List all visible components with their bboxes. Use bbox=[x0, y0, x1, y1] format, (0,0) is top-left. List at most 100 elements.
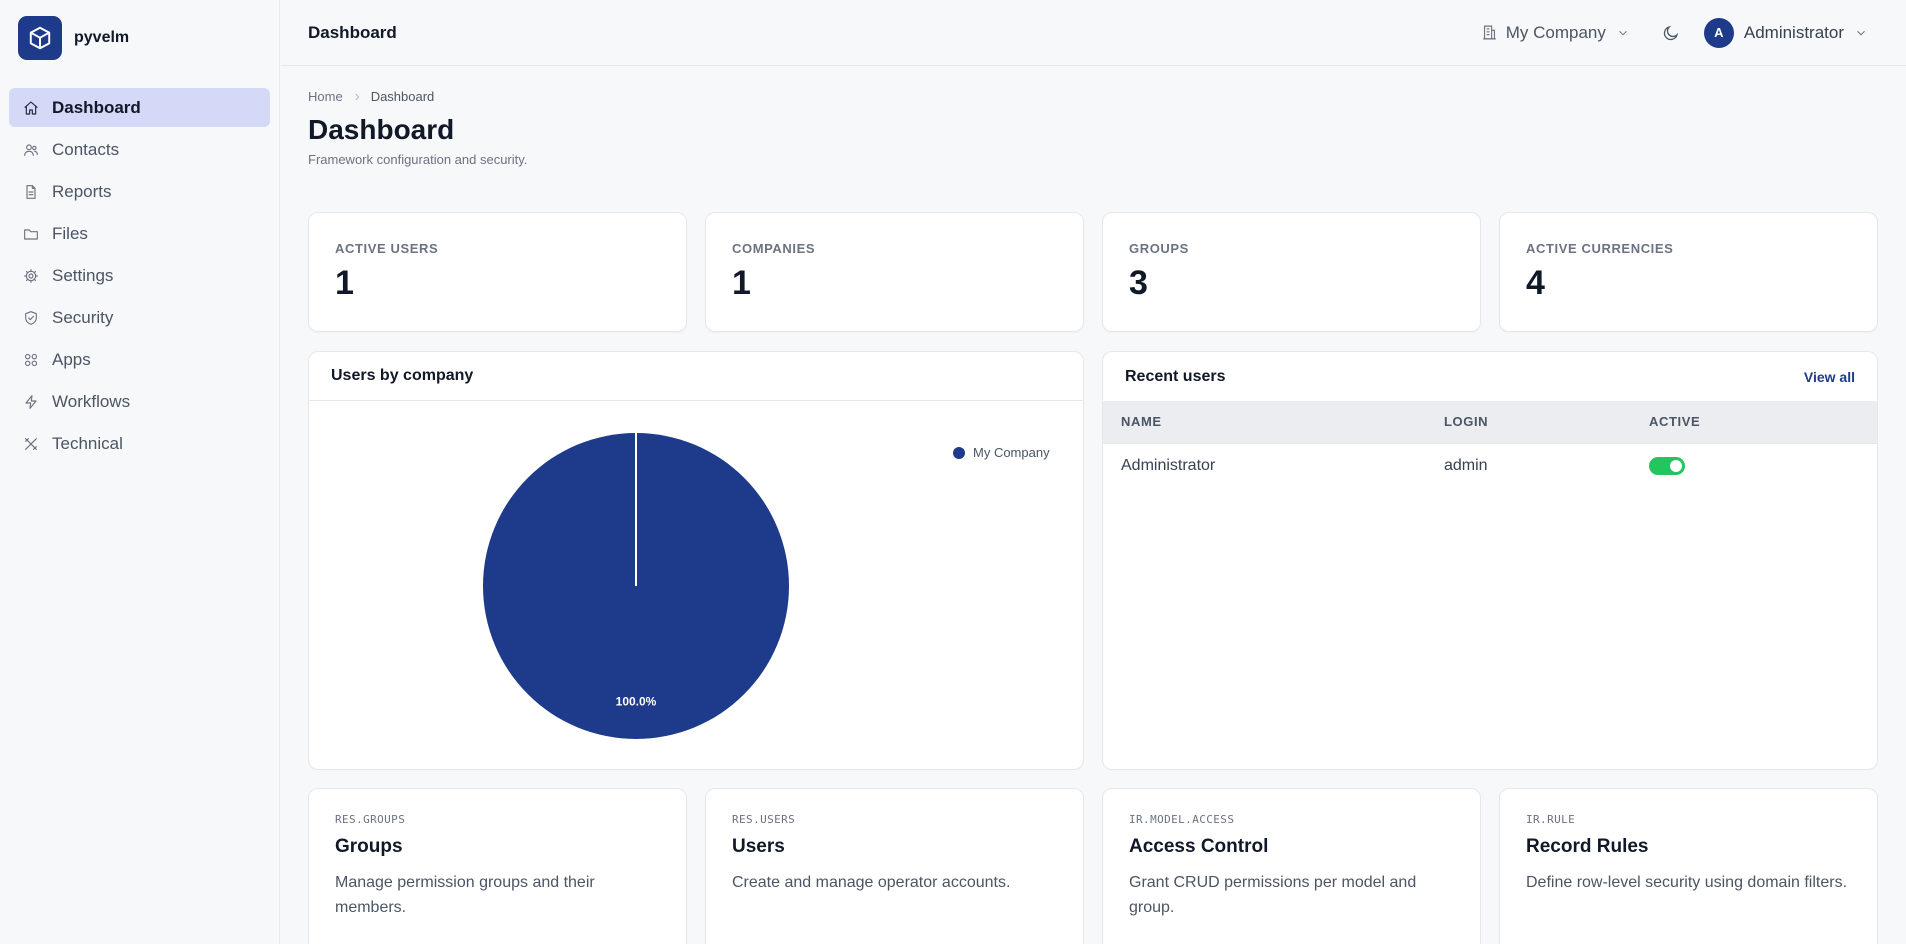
sidebar-item-apps[interactable]: Apps bbox=[9, 340, 270, 379]
main-content: Home Dashboard Dashboard Framework confi… bbox=[308, 66, 1878, 944]
panel-title: Recent users bbox=[1125, 367, 1226, 385]
model-card-users[interactable]: RES.USERS Users Create and manage operat… bbox=[705, 788, 1084, 944]
shield-icon bbox=[22, 309, 40, 327]
table-row[interactable]: Administrator admin bbox=[1103, 443, 1877, 489]
model-card-groups[interactable]: RES.GROUPS Groups Manage permission grou… bbox=[308, 788, 687, 944]
legend-marker[interactable] bbox=[953, 447, 965, 459]
legend-label[interactable]: My Company bbox=[973, 445, 1050, 460]
file-text-icon bbox=[22, 183, 40, 201]
stat-card-active-currencies: ACTIVE CURRENCIES 4 bbox=[1499, 212, 1878, 332]
sidebar-item-label: Security bbox=[52, 307, 114, 327]
sidebar-item-label: Contacts bbox=[52, 139, 120, 159]
column-header-login[interactable]: LOGIN bbox=[1444, 401, 1649, 444]
model-code: RES.GROUPS bbox=[335, 813, 406, 826]
chevron-down-icon bbox=[1619, 30, 1627, 35]
panel-title: Users by company bbox=[331, 367, 474, 384]
model-title: Record Rules bbox=[1526, 836, 1649, 857]
panel-header: Recent users View all bbox=[1103, 352, 1877, 401]
stat-value: 3 bbox=[1129, 264, 1148, 302]
building-icon bbox=[1482, 25, 1496, 40]
sidebar-nav: Dashboard Contacts Reports Files Setting… bbox=[0, 76, 279, 463]
model-title: Access Control bbox=[1129, 836, 1269, 857]
panel-header: Users by company bbox=[309, 352, 1083, 401]
cell-active bbox=[1649, 443, 1877, 489]
stat-value: 1 bbox=[732, 264, 751, 302]
model-card-record-rules[interactable]: IR.RULE Record Rules Define row-level se… bbox=[1499, 788, 1878, 944]
breadcrumb: Home Dashboard bbox=[308, 89, 1878, 104]
recent-users-table: NAME LOGIN ACTIVE Administrator admin bbox=[1103, 401, 1877, 489]
breadcrumb-current: Dashboard bbox=[370, 89, 435, 104]
user-name: Administrator bbox=[1743, 22, 1844, 42]
sidebar-item-dashboard[interactable]: Dashboard bbox=[9, 88, 270, 127]
stat-value: 1 bbox=[335, 264, 354, 302]
home-icon bbox=[22, 99, 40, 117]
sidebar: pyvelm Dashboard Contacts Reports Files … bbox=[0, 0, 280, 944]
stats-row: ACTIVE USERS 1 COMPANIES 1 GROUPS 3 ACTI… bbox=[308, 212, 1878, 332]
model-description: Define row-level security using domain f… bbox=[1526, 874, 1848, 891]
sidebar-item-files[interactable]: Files bbox=[9, 214, 270, 253]
model-cards-row: RES.GROUPS Groups Manage permission grou… bbox=[308, 788, 1878, 944]
model-description: Grant CRUD permissions per model and gro… bbox=[1129, 874, 1417, 916]
panels-row: Users by company 100.0% My Company Recent… bbox=[308, 351, 1878, 770]
stat-label: ACTIVE USERS bbox=[335, 241, 439, 256]
model-description: Create and manage operator accounts. bbox=[732, 874, 1011, 891]
chevron-down-icon bbox=[1857, 30, 1865, 35]
topbar-actions: My Company A Administrator bbox=[1481, 17, 1868, 48]
sidebar-item-label: Dashboard bbox=[52, 97, 141, 117]
column-header-active[interactable]: ACTIVE bbox=[1649, 401, 1877, 444]
model-description: Manage permission groups and their membe… bbox=[335, 874, 595, 916]
sidebar-item-security[interactable]: Security bbox=[9, 298, 270, 337]
users-icon bbox=[22, 141, 40, 159]
avatar: A bbox=[1703, 17, 1734, 48]
sidebar-item-technical[interactable]: Technical bbox=[9, 424, 270, 463]
stat-card-active-users: ACTIVE USERS 1 bbox=[308, 212, 687, 332]
sidebar-item-label: Technical bbox=[52, 433, 123, 453]
model-title: Groups bbox=[335, 836, 403, 857]
topbar: Dashboard My Company A Administrator bbox=[281, 0, 1906, 66]
model-card-access-control[interactable]: IR.MODEL.ACCESS Access Control Grant CRU… bbox=[1102, 788, 1481, 944]
sidebar-item-workflows[interactable]: Workflows bbox=[9, 382, 270, 421]
sidebar-item-label: Apps bbox=[52, 349, 91, 369]
moon-icon bbox=[1663, 25, 1679, 40]
chevron-right-icon bbox=[355, 93, 359, 100]
stat-card-groups: GROUPS 3 bbox=[1102, 212, 1481, 332]
sidebar-item-label: Files bbox=[52, 223, 88, 243]
company-name: My Company bbox=[1505, 22, 1606, 42]
tools-icon bbox=[22, 435, 40, 453]
stat-label: ACTIVE CURRENCIES bbox=[1526, 241, 1674, 256]
brand-name: pyvelm bbox=[74, 29, 130, 46]
topbar-title: Dashboard bbox=[308, 22, 397, 42]
model-title: Users bbox=[732, 836, 785, 857]
page-subtitle: Framework configuration and security. bbox=[308, 152, 528, 167]
pie-chart: 100.0% My Company bbox=[309, 401, 1083, 769]
recent-users-panel: Recent users View all NAME LOGIN ACTIVE … bbox=[1102, 351, 1878, 770]
model-code: IR.MODEL.ACCESS bbox=[1129, 813, 1235, 826]
cell-login: admin bbox=[1444, 457, 1488, 475]
stat-label: GROUPS bbox=[1129, 241, 1189, 256]
sidebar-item-label: Reports bbox=[52, 181, 112, 201]
column-header-name[interactable]: NAME bbox=[1103, 401, 1444, 444]
pie-chart-svg: 100.0% My Company bbox=[483, 433, 1050, 739]
sidebar-item-label: Settings bbox=[52, 265, 114, 285]
stat-value: 4 bbox=[1526, 264, 1545, 302]
view-all-link[interactable]: View all bbox=[1803, 368, 1855, 385]
active-toggle[interactable] bbox=[1649, 457, 1685, 476]
model-code: RES.USERS bbox=[732, 813, 796, 826]
grid-icon bbox=[22, 351, 40, 369]
toggle-knob bbox=[1670, 460, 1682, 473]
page-title: Dashboard bbox=[308, 114, 455, 145]
theme-toggle-button[interactable] bbox=[1660, 22, 1682, 44]
sidebar-item-label: Workflows bbox=[52, 391, 131, 411]
folder-icon bbox=[22, 225, 40, 243]
sidebar-item-settings[interactable]: Settings bbox=[9, 256, 270, 295]
pie-data-label: 100.0% bbox=[616, 694, 657, 708]
users-by-company-panel: Users by company 100.0% My Company bbox=[308, 351, 1084, 770]
user-menu[interactable]: A Administrator bbox=[1703, 17, 1868, 48]
company-switcher[interactable]: My Company bbox=[1481, 23, 1630, 43]
table-header-row: NAME LOGIN ACTIVE bbox=[1103, 401, 1877, 444]
breadcrumb-home[interactable]: Home bbox=[308, 89, 343, 104]
sidebar-item-contacts[interactable]: Contacts bbox=[9, 130, 270, 169]
stat-label: COMPANIES bbox=[732, 241, 816, 256]
sidebar-item-reports[interactable]: Reports bbox=[9, 172, 270, 211]
brand[interactable]: pyvelm bbox=[0, 0, 279, 76]
